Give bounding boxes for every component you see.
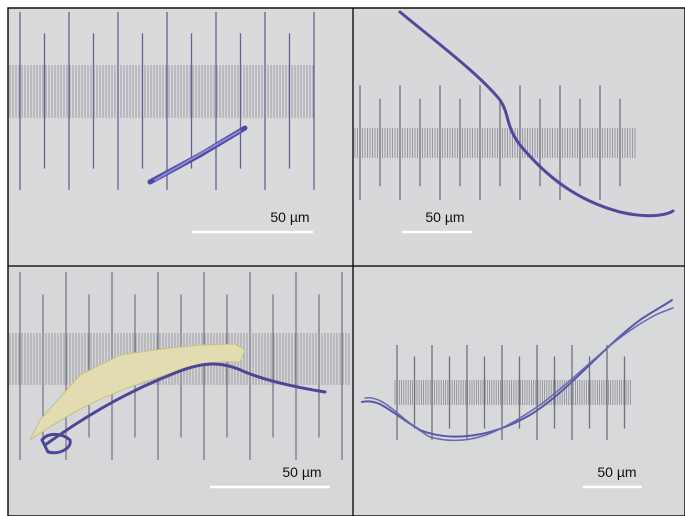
fiber-highlight	[154, 130, 241, 181]
frame	[7, 7, 685, 516]
scale-label: 50 µm	[270, 209, 309, 225]
dividers	[7, 7, 685, 516]
fiber-loop	[40, 432, 72, 455]
scale-label: 50 µm	[597, 464, 636, 480]
fiber	[361, 299, 673, 438]
fibers	[28, 10, 675, 455]
scale-label: 50 µm	[282, 464, 321, 480]
fiber	[364, 307, 674, 442]
scale-bars	[192, 230, 642, 489]
fiber	[43, 362, 327, 447]
panel-top-left	[8, 8, 352, 265]
scale-label: 50 µm	[425, 209, 464, 225]
fiber	[398, 10, 675, 218]
